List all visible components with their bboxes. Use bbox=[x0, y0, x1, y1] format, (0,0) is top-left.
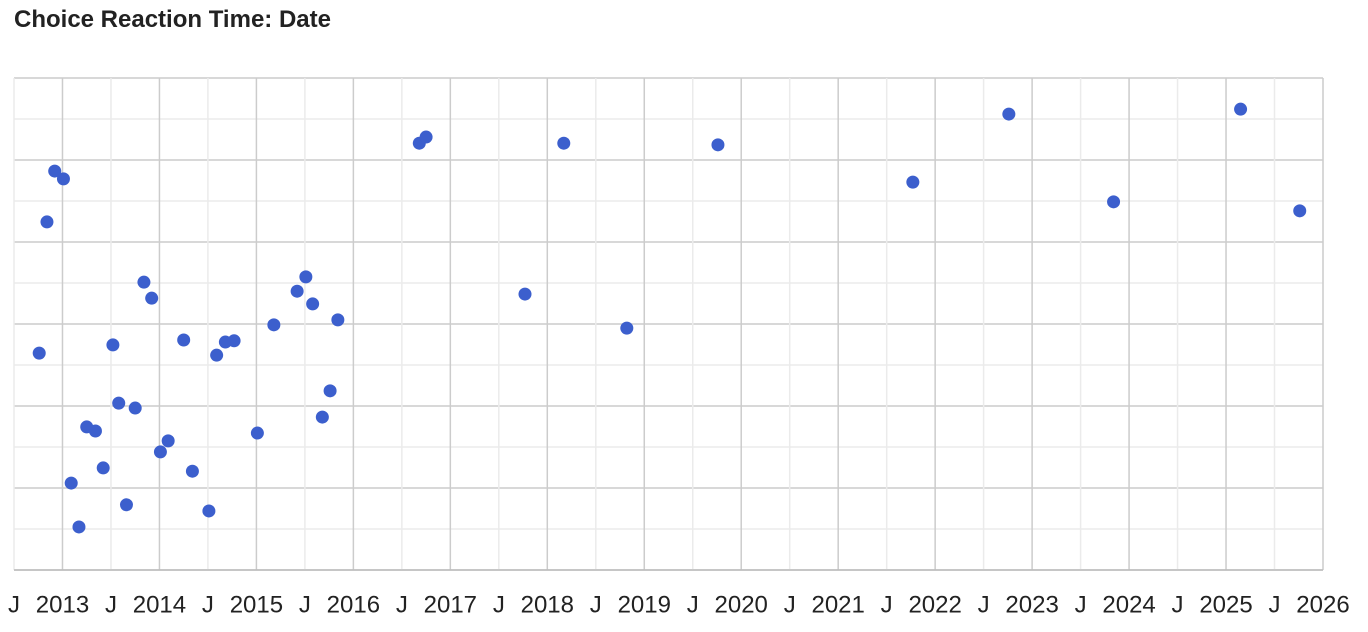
point bbox=[227, 334, 241, 348]
point bbox=[177, 333, 191, 347]
x-tick-label: 2024 bbox=[1102, 591, 1155, 618]
point bbox=[72, 520, 86, 534]
point bbox=[306, 297, 320, 311]
point bbox=[137, 275, 151, 289]
point bbox=[40, 215, 54, 229]
x-tick-label: 2023 bbox=[1005, 591, 1058, 618]
point bbox=[331, 313, 345, 327]
point bbox=[299, 270, 313, 284]
point bbox=[906, 175, 920, 189]
x-tick-label: J bbox=[1075, 591, 1087, 618]
point bbox=[1107, 195, 1121, 209]
point bbox=[106, 338, 120, 352]
x-tick-label: 2018 bbox=[521, 591, 574, 618]
point bbox=[711, 138, 725, 152]
x-tick-label: 2016 bbox=[327, 591, 380, 618]
x-tick-label: J bbox=[1172, 591, 1184, 618]
x-tick-label: J bbox=[8, 591, 20, 618]
point bbox=[290, 284, 304, 298]
x-tick-label: J bbox=[105, 591, 117, 618]
x-tick-label: 2017 bbox=[424, 591, 477, 618]
point bbox=[112, 396, 126, 410]
x-tick-label: 2019 bbox=[618, 591, 671, 618]
x-tick-label: J bbox=[978, 591, 990, 618]
x-tick-label: J bbox=[202, 591, 214, 618]
point bbox=[128, 401, 142, 415]
x-tick-label: 2014 bbox=[133, 591, 186, 618]
x-tick-label: 2022 bbox=[908, 591, 961, 618]
point bbox=[88, 424, 102, 438]
point bbox=[32, 346, 46, 360]
x-tick-label: 2025 bbox=[1199, 591, 1252, 618]
point bbox=[153, 445, 167, 459]
point bbox=[315, 410, 329, 424]
point bbox=[620, 321, 634, 335]
point bbox=[210, 348, 224, 362]
x-tick-label: 2026 bbox=[1296, 591, 1349, 618]
point bbox=[267, 318, 281, 332]
x-tick-label: J bbox=[784, 591, 796, 618]
x-tick-label: 2013 bbox=[36, 591, 89, 618]
point bbox=[323, 384, 337, 398]
point bbox=[185, 464, 199, 478]
point bbox=[64, 476, 78, 490]
x-tick-label: J bbox=[687, 591, 699, 618]
point bbox=[161, 434, 175, 448]
point bbox=[56, 172, 70, 186]
point bbox=[96, 461, 110, 475]
point bbox=[48, 164, 62, 178]
point bbox=[419, 130, 433, 144]
chart-title: Choice Reaction Time: Date bbox=[14, 6, 331, 33]
x-tick-label: J bbox=[1269, 591, 1281, 618]
x-tick-label: J bbox=[396, 591, 408, 618]
x-tick-label: 2015 bbox=[230, 591, 283, 618]
x-tick-label: 2021 bbox=[811, 591, 864, 618]
point bbox=[518, 287, 532, 301]
x-tick-label: J bbox=[881, 591, 893, 618]
x-tick-label: J bbox=[590, 591, 602, 618]
point bbox=[1002, 107, 1016, 121]
point bbox=[1234, 102, 1248, 116]
point bbox=[1293, 204, 1307, 218]
point bbox=[119, 498, 133, 512]
point bbox=[202, 504, 216, 518]
point bbox=[145, 291, 159, 305]
x-tick-label: J bbox=[299, 591, 311, 618]
x-tick-label: J bbox=[493, 591, 505, 618]
point bbox=[250, 426, 264, 440]
point bbox=[557, 136, 571, 150]
x-tick-label: 2020 bbox=[715, 591, 768, 618]
